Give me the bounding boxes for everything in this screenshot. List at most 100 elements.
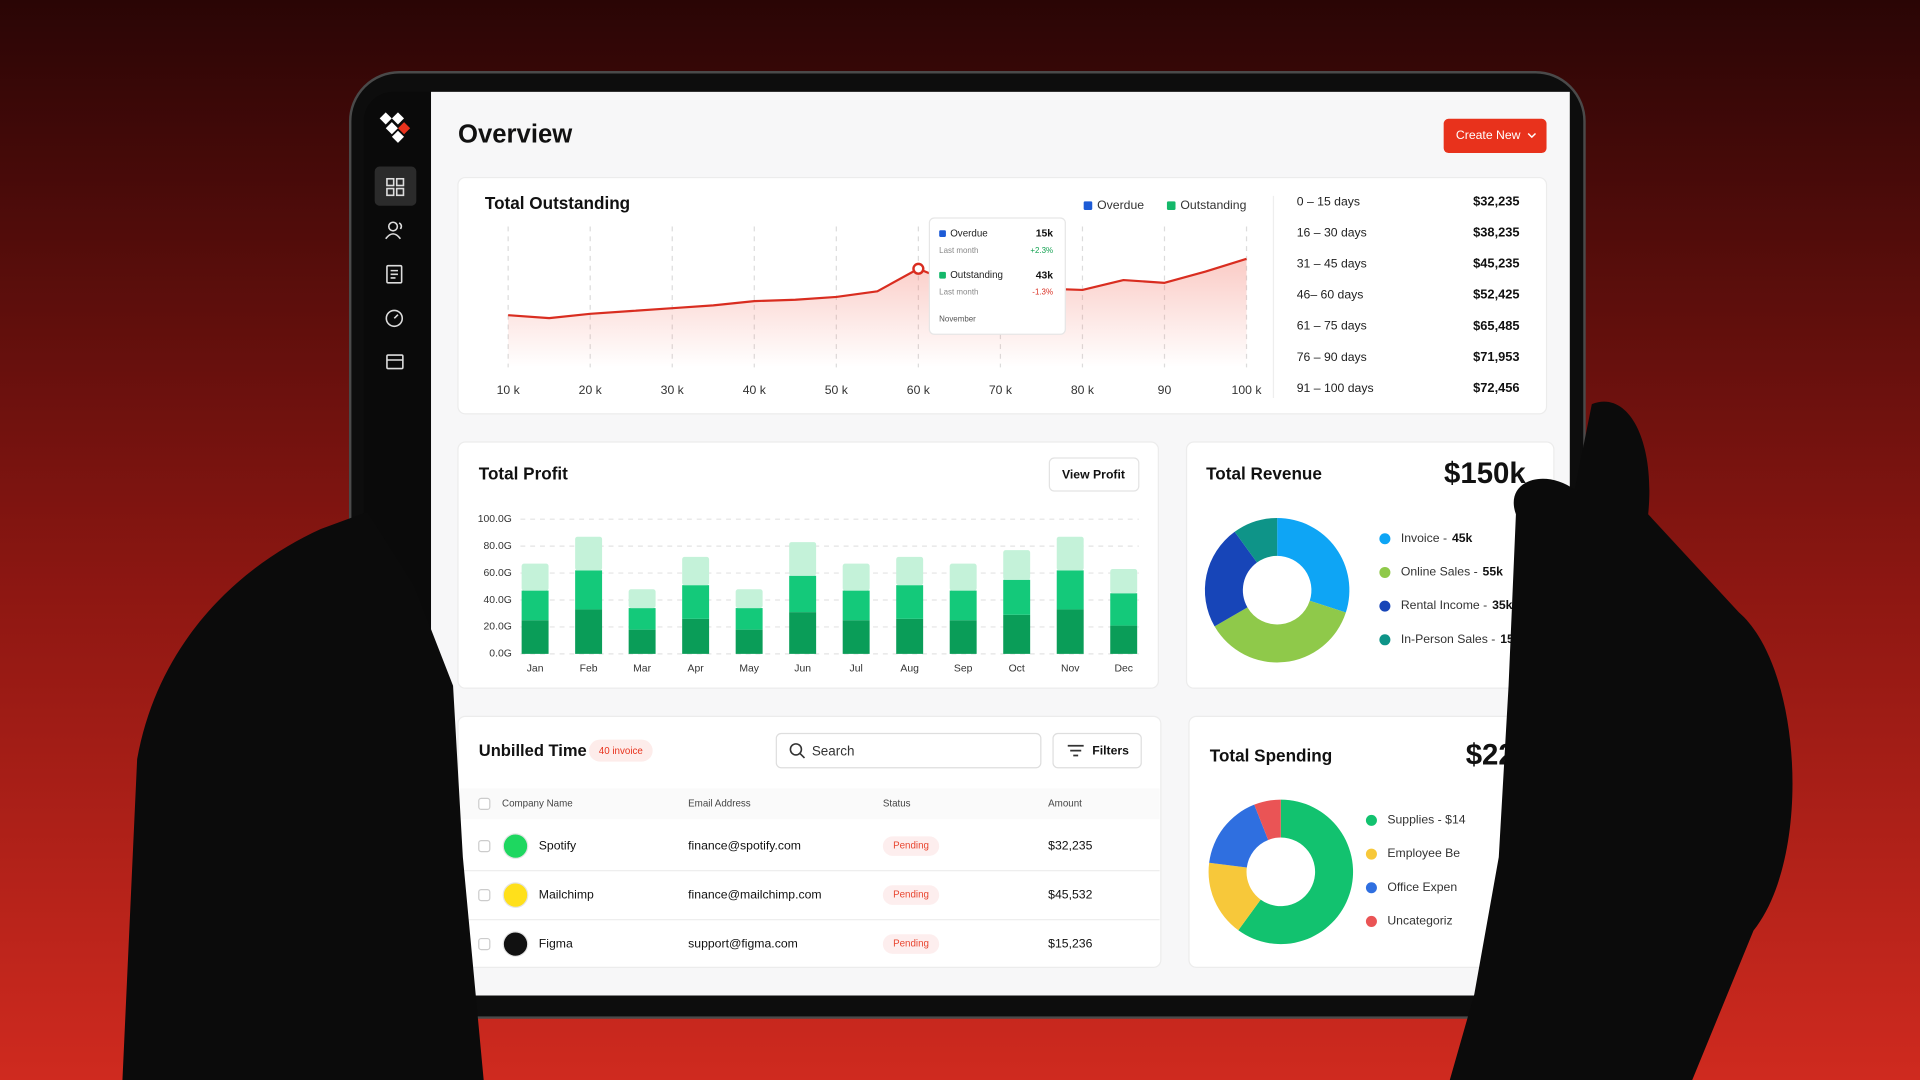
bar-segment: [628, 629, 656, 654]
y-tick-label: 40.0G: [484, 595, 512, 606]
bar-segment: [521, 620, 549, 654]
status-badge: [882, 836, 940, 856]
card-title: Total Revenue: [1206, 464, 1322, 484]
donut-segment: [1214, 600, 1346, 663]
email: support@figma.com: [688, 936, 798, 950]
aging-amount: $32,235: [1473, 193, 1519, 208]
column-header: Amount: [1048, 798, 1082, 809]
bar-segment: [1110, 625, 1138, 654]
legend-dot: [1379, 533, 1391, 545]
aging-amount: $45,235: [1473, 256, 1519, 271]
y-tick-label: 0.0G: [489, 649, 512, 660]
search-icon: [799, 753, 806, 759]
card-title: Total Outstanding: [485, 193, 630, 213]
column-header: Company Name: [502, 798, 573, 809]
company-name: Figma: [539, 936, 573, 950]
checkbox: [478, 840, 491, 853]
status: Pending: [893, 890, 929, 901]
aging-amount: $72,456: [1473, 380, 1519, 395]
donut-segment: [1238, 799, 1354, 945]
legend-name: Online Sales -: [1401, 565, 1478, 579]
view-profit-button[interactable]: [1048, 457, 1140, 492]
x-tick-label: 60 k: [907, 383, 931, 397]
status: Pending: [893, 841, 929, 852]
area: [508, 258, 1247, 368]
nav-icons: [385, 177, 405, 370]
legend-dot: [1379, 566, 1391, 578]
legend-name: Uncategoriz: [1387, 914, 1452, 928]
company-logo: [502, 882, 529, 908]
legend-name: Office Expen: [1387, 880, 1457, 894]
bar-segment: [842, 563, 870, 591]
bar-segment: [575, 536, 603, 571]
aging-amount: $38,235: [1473, 225, 1519, 240]
x-tick-label: 70 k: [989, 383, 1013, 397]
legend-name: Supplies - $14: [1387, 813, 1465, 827]
checkbox: [478, 888, 491, 902]
legend-value: 35k: [1492, 598, 1513, 612]
bar-segment: [789, 542, 817, 576]
card-title: Unbilled Time: [479, 741, 587, 760]
legend-label: Employee Be: [1387, 846, 1460, 860]
aging-range: 46– 60 days: [1297, 288, 1364, 302]
hands: [122, 401, 1793, 1080]
company-logo: [502, 833, 529, 859]
bar-segment: [521, 590, 549, 621]
legend-dot: [1365, 882, 1377, 894]
aging-range: 61 – 75 days: [1297, 319, 1367, 333]
amount: $32,235: [1048, 838, 1092, 852]
bar-segment: [682, 618, 710, 654]
legend-dot: [1365, 848, 1377, 860]
bar-segment: [682, 556, 710, 586]
x-tick-label: Aug: [900, 663, 919, 674]
bar-segment: [1110, 593, 1138, 626]
legend-name: Invoice -: [1401, 531, 1447, 545]
x-tick-label: Oct: [1009, 663, 1025, 674]
search-box[interactable]: [775, 732, 1042, 769]
amount: $15,236: [1048, 936, 1092, 950]
aging-amount: $52,425: [1473, 287, 1519, 302]
filter-icon: [1067, 744, 1084, 757]
legend-swatch: [1166, 201, 1176, 210]
bar-segment: [949, 563, 977, 591]
card-total: $150k: [1444, 457, 1526, 490]
bar-segment: [735, 629, 763, 654]
create-new-button[interactable]: [1443, 118, 1547, 154]
page-title: Overview: [458, 121, 573, 149]
legend-label: Uncategoriz: [1387, 914, 1452, 928]
column-header: Status: [883, 798, 911, 809]
donut-segment: [1234, 517, 1278, 563]
bar-segment: [575, 609, 603, 654]
bar-segment: [842, 590, 870, 621]
donut-segment: [1254, 799, 1281, 840]
tooltip-swatch: [939, 271, 946, 279]
tooltip: [928, 217, 1066, 335]
bar-segment: [1003, 550, 1031, 580]
card-title: Total Profit: [479, 464, 568, 484]
y-tick-label: 60.0G: [484, 568, 512, 579]
aging-range: 31 – 45 days: [1297, 256, 1367, 270]
tooltip-change: -1.3%: [1032, 288, 1053, 297]
x-tick-label: 10 k: [497, 383, 521, 397]
x-tick-label: May: [739, 663, 759, 674]
bar-segment: [789, 612, 817, 654]
tooltip-name: Overdue: [950, 228, 988, 239]
aging-amount: $65,485: [1473, 318, 1519, 333]
x-tick-label: 100 k: [1232, 383, 1263, 397]
legend-label: Rental Income - 35k: [1401, 598, 1513, 612]
filter-button[interactable]: [1052, 732, 1142, 769]
company-name: Spotify: [539, 838, 577, 852]
tooltip-value: 15k: [1036, 229, 1054, 240]
donut-segment: [1204, 531, 1257, 627]
status-badge: [882, 934, 940, 954]
legend-dot: [1379, 634, 1391, 646]
filter-label: Filters: [1092, 743, 1129, 757]
legend-label: Invoice - 45k: [1401, 531, 1473, 545]
nav-active[interactable]: [374, 166, 417, 206]
bar-segment: [896, 556, 924, 586]
bar-segment: [682, 585, 710, 619]
legend-dot: [1379, 600, 1391, 612]
legend-value: 45k: [1452, 531, 1473, 545]
card-title: Total Spending: [1210, 745, 1332, 765]
